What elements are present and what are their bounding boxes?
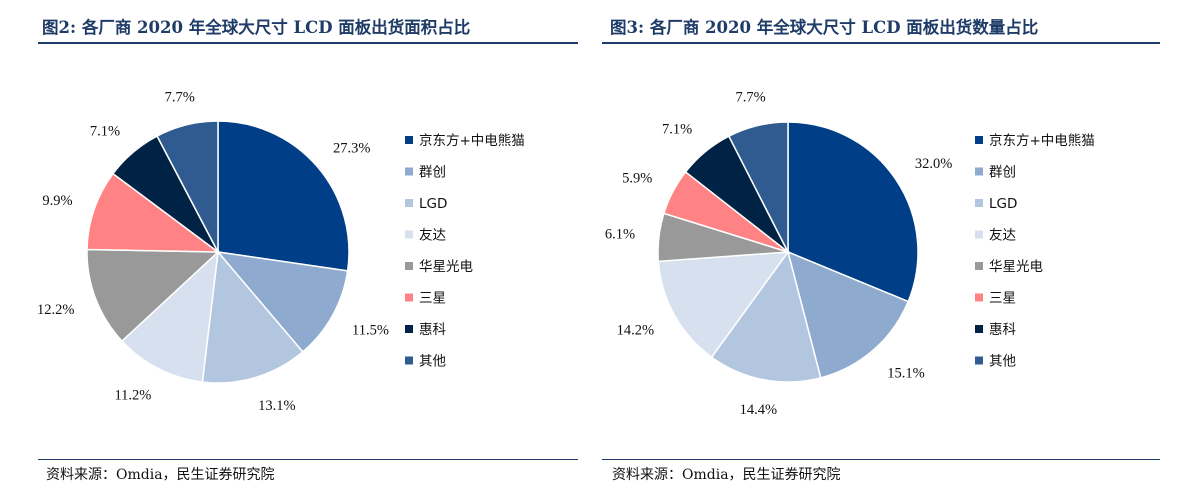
legend-label: 三星: [419, 291, 446, 307]
pie-slice: [156, 120, 219, 253]
legend-label: 三星: [989, 291, 1016, 307]
pie-slice: [86, 248, 220, 343]
figure-3-pie-chart: 32.0% 15.1% 14.4% 14.2% 6.1% 5.9% 7.1% 7.7% 京东方+…: [605, 89, 1095, 418]
legend-swatch: [405, 262, 413, 270]
figure-3-title-rule: [602, 42, 1160, 44]
data-label: 11.2%: [114, 388, 151, 404]
pie-slice: [217, 120, 350, 272]
data-label: 5.9%: [622, 171, 652, 187]
legend-swatch: [975, 325, 983, 333]
pie-slice: [120, 250, 219, 383]
data-label: 14.4%: [740, 402, 777, 418]
pie-slice: [86, 172, 221, 253]
legend-swatch: [975, 199, 983, 207]
legend-swatch: [975, 293, 983, 302]
figure-3-source: 资料来源：Omdia，民生证券研究院: [612, 467, 841, 483]
legend-label: 惠科: [419, 322, 446, 338]
legend-swatch: [975, 167, 983, 176]
data-label: 7.1%: [662, 122, 692, 138]
legend-label: 京东方+中电熊猫: [989, 133, 1095, 149]
legend-swatch: [405, 325, 413, 333]
legend-swatch: [405, 356, 413, 365]
legend-label: LGD: [989, 196, 1017, 212]
pie-slice: [710, 250, 822, 383]
legend-swatch: [405, 199, 413, 207]
legend-swatch: [975, 136, 983, 144]
data-label: 15.1%: [887, 366, 924, 382]
pie-slice: [216, 250, 349, 353]
figure-3-bottom-rule: [602, 459, 1160, 460]
legend-label: 友达: [989, 228, 1017, 244]
figure-2-title: 图2: 各厂商 2020 年全球大尺寸 LCD 面板出货面积占比: [42, 18, 471, 37]
figure-3-title: 图3: 各厂商 2020 年全球大尺寸 LCD 面板出货数量占比: [610, 18, 1039, 37]
figure-3-panel: 图3: 各厂商 2020 年全球大尺寸 LCD 面板出货数量占比 32.0% 15…: [590, 0, 1181, 492]
data-label: 12.2%: [37, 302, 74, 318]
legend-label: 京东方+中电熊猫: [419, 133, 525, 149]
pie-slice: [657, 251, 790, 359]
legend-label: LGD: [419, 196, 447, 212]
legend-swatch: [405, 293, 413, 302]
legend-label: 群创: [989, 165, 1016, 181]
figure-2-pie-chart: 27.3% 11.5% 13.1% 11.2% 12.2% 9.9% 7.1% 7.7% 京东方…: [37, 90, 525, 415]
data-label: 32.0%: [915, 156, 952, 172]
pie-slice: [787, 121, 919, 303]
legend-label: 华星光电: [989, 259, 1043, 275]
data-label: 11.5%: [352, 323, 389, 339]
figure-2-panel: 图2: 各厂商 2020 年全球大尺寸 LCD 面板出货面积占比 27.3% 11…: [0, 0, 590, 492]
figure-2-source: 资料来源：Omdia，民生证券研究院: [46, 467, 275, 483]
legend-label: 群创: [419, 165, 446, 181]
pie-slice: [727, 121, 789, 253]
pie-slice: [786, 250, 910, 379]
data-label: 27.3%: [333, 140, 370, 156]
pie-slice: [201, 250, 304, 384]
data-label: 14.2%: [617, 323, 654, 339]
data-label: 7.7%: [165, 90, 195, 106]
legend-swatch: [405, 136, 413, 144]
legend-label: 其他: [989, 354, 1016, 370]
data-label: 6.1%: [605, 227, 635, 243]
legend-swatch: [405, 167, 413, 176]
legend-label: 华星光电: [419, 259, 473, 275]
data-label: 9.9%: [42, 193, 72, 209]
legend-label: 友达: [419, 228, 446, 244]
legend-label: 其他: [419, 354, 446, 370]
legend-swatch: [975, 230, 983, 239]
data-label: 7.7%: [735, 89, 765, 105]
legend-label: 惠科: [989, 322, 1017, 338]
legend-swatch: [405, 230, 413, 239]
data-label: 13.1%: [258, 398, 295, 414]
data-label: 7.1%: [90, 123, 120, 139]
figure-2-title-rule: [38, 42, 578, 44]
figure-2-bottom-rule: [38, 459, 578, 460]
legend-swatch: [975, 356, 983, 365]
legend-swatch: [975, 262, 983, 270]
